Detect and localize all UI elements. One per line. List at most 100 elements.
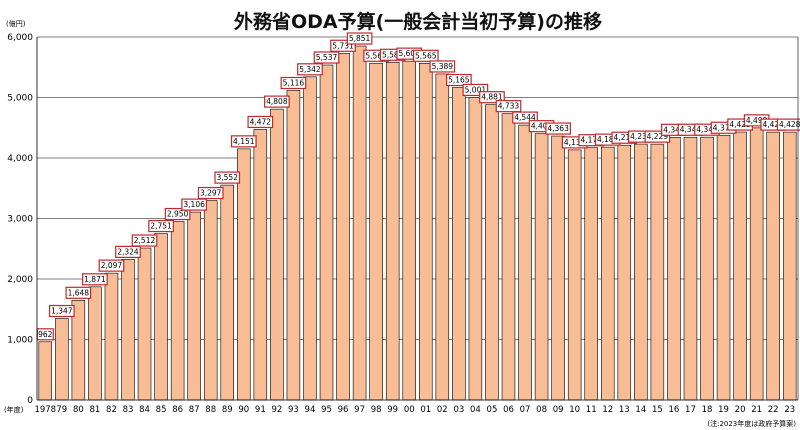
data-label: 5,389 xyxy=(432,62,454,71)
data-label: 4,402 xyxy=(531,122,553,131)
bar xyxy=(220,184,235,401)
data-label: 4,808 xyxy=(266,97,288,106)
data-label-box xyxy=(264,95,290,108)
bar xyxy=(104,272,119,401)
x-tick-label: 06 xyxy=(503,405,514,415)
data-label-box xyxy=(181,198,208,211)
data-label-box xyxy=(247,115,274,129)
bar xyxy=(170,221,185,401)
bar xyxy=(551,135,565,401)
x-tick-label: 85 xyxy=(156,405,167,415)
x-tick-label: 89 xyxy=(222,405,233,415)
y-tick-label: 0 xyxy=(27,396,33,406)
data-label-box xyxy=(98,259,125,272)
x-tick-label: 02 xyxy=(437,405,448,415)
data-label-box xyxy=(776,118,800,131)
bar xyxy=(468,97,483,401)
bar xyxy=(319,64,334,401)
x-tick-label: 90 xyxy=(238,405,249,415)
x-tick-label: 03 xyxy=(453,405,464,415)
bar xyxy=(650,143,665,401)
x-tick-label: 96 xyxy=(338,405,349,415)
x-tick-label: 12 xyxy=(602,405,613,415)
x-tick-label: 84 xyxy=(139,405,150,415)
y-tick-label: 5,000 xyxy=(7,94,33,104)
data-label-box xyxy=(115,245,141,258)
x-tick-label: 23 xyxy=(784,405,795,415)
bar xyxy=(518,124,532,401)
x-tick-label: 13 xyxy=(619,405,630,415)
footnote: (注:2023年度は政府予算案) xyxy=(707,419,796,428)
x-tick-label: 86 xyxy=(172,405,183,415)
x-tick-label: 15 xyxy=(652,405,663,415)
bar xyxy=(286,90,301,401)
x-tick-label: 22 xyxy=(768,405,779,415)
data-label-box xyxy=(429,60,456,73)
x-tick-label: 95 xyxy=(321,405,332,415)
x-tick-label: 93 xyxy=(288,405,299,415)
data-label: 4,343 xyxy=(680,125,702,134)
bar xyxy=(303,76,317,401)
bar xyxy=(683,136,698,401)
data-label: 5,565 xyxy=(415,51,437,60)
data-label: 5,342 xyxy=(299,65,321,74)
bar xyxy=(766,131,780,401)
x-tick-label: 87 xyxy=(189,405,200,415)
x-tick-label: 94 xyxy=(305,405,316,415)
x-tick-label: 21 xyxy=(751,405,762,415)
data-label: 5,001 xyxy=(465,85,487,94)
data-label: 5,116 xyxy=(283,78,305,87)
data-label-box xyxy=(330,39,356,52)
data-label-box xyxy=(65,286,92,299)
x-tick-label: 14 xyxy=(635,405,646,415)
x-tick-label: 81 xyxy=(89,405,100,415)
x-tick-label: 82 xyxy=(106,405,117,415)
x-tick-label: 83 xyxy=(123,405,134,415)
bar xyxy=(452,87,466,401)
x-tick-label: 11 xyxy=(586,405,597,415)
bar xyxy=(485,104,499,401)
data-label-box xyxy=(197,186,224,200)
data-label: 962 xyxy=(38,330,53,339)
data-label-box xyxy=(48,304,75,318)
bar xyxy=(270,108,284,401)
data-label: 4,151 xyxy=(233,137,255,146)
data-label-box xyxy=(479,91,505,104)
x-tick-label: 07 xyxy=(520,405,531,415)
bar xyxy=(88,286,102,401)
bar xyxy=(534,133,549,401)
bar xyxy=(385,61,400,401)
data-label-box xyxy=(462,83,489,97)
x-tick-label: 79 xyxy=(56,405,67,415)
bar xyxy=(749,127,764,401)
data-label-box xyxy=(495,100,522,113)
x-tick-label: 92 xyxy=(271,405,282,415)
bar xyxy=(716,134,731,401)
data-label: 2,751 xyxy=(150,222,172,231)
data-label-box xyxy=(230,135,257,148)
bar xyxy=(402,60,416,401)
x-tick-label: 16 xyxy=(669,405,680,415)
data-label-box xyxy=(297,63,323,76)
bar xyxy=(336,52,350,401)
bar xyxy=(419,63,433,401)
data-label-box xyxy=(644,130,671,143)
bar xyxy=(700,136,714,401)
bar xyxy=(203,200,218,401)
x-tick-label: 88 xyxy=(205,405,216,415)
chart-title: 外務省ODA予算(一般会計当初予算)の推移 xyxy=(234,10,602,33)
data-label: 4,134 xyxy=(564,138,586,147)
data-label: 3,552 xyxy=(217,173,239,182)
data-label: 5,165 xyxy=(448,76,470,85)
data-label: 2,097 xyxy=(101,261,123,270)
data-label-box xyxy=(82,273,108,286)
x-tick-label: 01 xyxy=(420,405,431,415)
data-label: 4,733 xyxy=(498,102,520,111)
x-tick-label: 19 xyxy=(718,405,729,415)
data-label: 5,582 xyxy=(382,50,404,59)
bar xyxy=(501,113,516,401)
data-label: 4,229 xyxy=(647,132,669,141)
data-label-box xyxy=(446,73,472,87)
data-label: 5,731 xyxy=(332,41,354,50)
